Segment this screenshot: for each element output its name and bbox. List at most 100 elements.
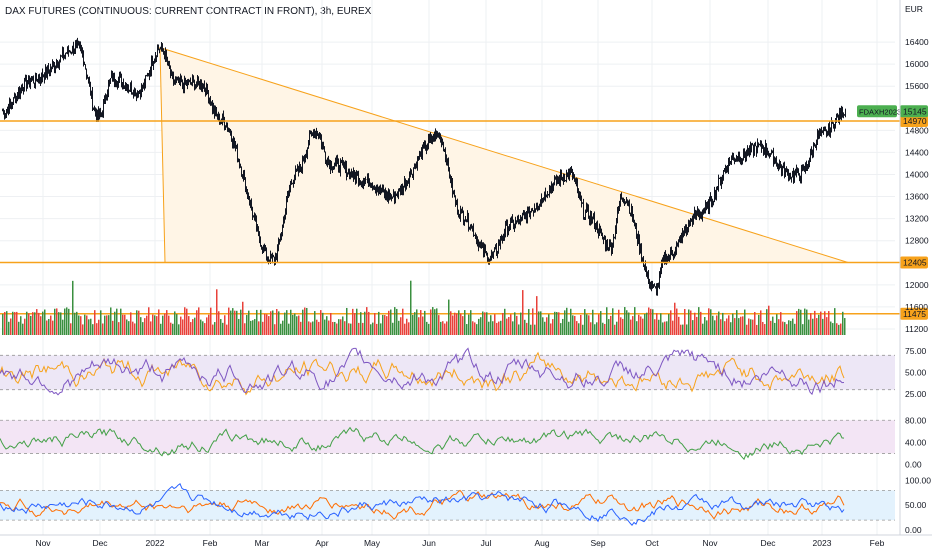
volume-bar (672, 320, 674, 335)
volume-bar (644, 313, 646, 335)
volume-bar (264, 313, 266, 335)
volume-bar (214, 322, 216, 335)
volume-bar (704, 317, 706, 335)
volume-bar (388, 310, 390, 335)
volume-bar (154, 315, 156, 335)
volume-bar (372, 322, 374, 335)
volume-bar (758, 314, 760, 335)
volume-bar (118, 322, 120, 335)
volume-bar (514, 312, 516, 335)
volume-bar (452, 315, 454, 335)
volume-bar (794, 323, 796, 335)
volume-bar (578, 323, 580, 335)
volume-bar (546, 317, 548, 335)
volume-bar (782, 321, 784, 335)
time-tick-label: Sep (590, 538, 605, 548)
volume-bar (696, 316, 698, 335)
volume-bar (464, 310, 466, 335)
volume-bar (640, 316, 642, 335)
price-tick-label: 14400 (905, 147, 929, 157)
volume-bar (634, 307, 636, 335)
volume-bar (432, 307, 434, 335)
volume-bar (72, 280, 74, 335)
volume-bar (706, 320, 708, 335)
volume-bar (46, 320, 48, 335)
volume-bar (342, 316, 344, 335)
stoch-k-line (0, 483, 845, 526)
price-tick-label: 14000 (905, 169, 929, 179)
volume-bar (626, 310, 628, 335)
volume-bar (808, 319, 810, 335)
volume-bar (506, 318, 508, 335)
volume-bar (346, 307, 348, 335)
volume-bar (478, 318, 480, 335)
volume-bar (734, 318, 736, 335)
volume-bar (252, 320, 254, 335)
volume-bar (604, 323, 606, 335)
volume-bar (736, 310, 738, 335)
volume-bar (266, 314, 268, 335)
volume-bar (164, 313, 166, 335)
volume-bar (814, 310, 816, 335)
volume-bar (816, 318, 818, 335)
volume-bar (158, 309, 160, 335)
volume-bar (404, 323, 406, 335)
volume-bar (334, 321, 336, 335)
volume-bar (250, 320, 252, 335)
volume-bar (300, 321, 302, 335)
level-label: 12405 (903, 257, 927, 267)
volume-bar (468, 314, 470, 335)
volume-bar (184, 307, 186, 335)
candlestick-series (2, 37, 846, 296)
volume-bar (796, 311, 798, 335)
time-tick-label: Feb (870, 538, 885, 548)
volume-bar (328, 320, 330, 335)
currency-label: EUR (905, 4, 923, 14)
volume-bar (170, 322, 172, 335)
volume-bar (448, 299, 450, 335)
volume-histogram (2, 280, 846, 335)
volume-bar (44, 309, 46, 335)
volume-bar (34, 312, 36, 335)
volume-bar (200, 319, 202, 335)
price-tick-label: 11200 (905, 324, 928, 334)
pane-tick-label: 80.00 (905, 415, 927, 425)
volume-bar (712, 315, 714, 335)
volume-bar (664, 321, 666, 335)
time-tick-label: 2023 (813, 538, 832, 548)
volume-bar (50, 315, 52, 335)
price-tick-label: 16000 (905, 59, 929, 69)
volume-bar (676, 308, 678, 335)
volume-bar (358, 322, 360, 335)
volume-bar (424, 310, 426, 335)
volume-bar (624, 307, 626, 335)
volume-bar (802, 324, 804, 335)
volume-bar (210, 307, 212, 335)
volume-bar (720, 319, 722, 335)
volume-bar (324, 319, 326, 335)
level-tag (900, 307, 928, 320)
volume-bar (622, 318, 624, 335)
volume-bar (166, 310, 168, 335)
time-tick-label: Dec (92, 538, 108, 548)
volume-bar (104, 315, 106, 335)
volume-bar (494, 314, 496, 335)
volume-bar (2, 313, 4, 335)
volume-bar (374, 312, 376, 335)
stochastic-pane: 100.00 50.00 0.00 (0, 475, 931, 535)
volume-bar (24, 318, 26, 335)
price-tick-label: 12000 (905, 280, 929, 290)
volume-bar (280, 323, 282, 335)
volume-bar (714, 320, 716, 335)
volume-bar (152, 314, 154, 335)
volume-bar (800, 309, 802, 335)
volume-bar (18, 321, 20, 335)
volume-bar (602, 322, 604, 335)
oscillator-line (0, 426, 845, 461)
volume-bar (742, 316, 744, 335)
volume-bar (540, 311, 542, 335)
volume-bar (594, 324, 596, 335)
volume-bar (230, 310, 232, 335)
price-tick-label: 16400 (905, 37, 929, 47)
